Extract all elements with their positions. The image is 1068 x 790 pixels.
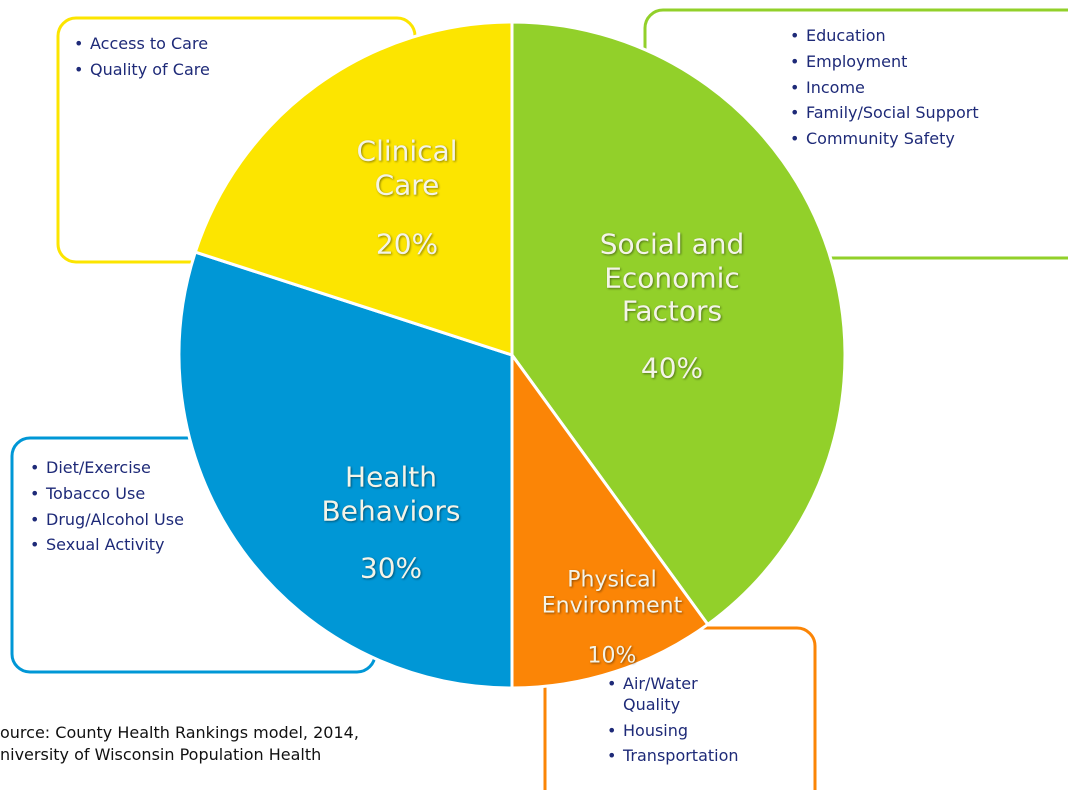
detail-item: Education	[790, 26, 1050, 47]
detail-item: Quality of Care	[74, 60, 294, 81]
slice-label: Social and Economic Factors	[599, 227, 745, 328]
detail-item: Diet/Exercise	[30, 458, 230, 479]
detail-list: Air/Water Quality Housing Transportation	[607, 674, 739, 772]
slice-label: Clinical Care	[356, 134, 458, 201]
value-label: 10%	[587, 643, 637, 669]
value-label: 30%	[359, 551, 423, 585]
detail-item: Air/Water Quality	[607, 674, 727, 716]
detail-item: Access to Care	[74, 34, 294, 55]
value-label: 40%	[640, 351, 704, 385]
value-label: 20%	[375, 227, 439, 261]
detail-item: Drug/Alcohol Use	[30, 510, 230, 531]
detail-item: Housing	[607, 721, 727, 742]
source-note: ource: County Health Rankings model, 201…	[0, 722, 359, 767]
detail-list: Education Employment Income Family/Social S…	[790, 26, 1050, 155]
detail-item: Family/Social Support	[790, 103, 1050, 124]
pie-slice	[177, 250, 514, 690]
detail-item: Community Safety	[790, 129, 1050, 150]
slice-label: Health Behaviors	[321, 460, 461, 527]
detail-item: Income	[790, 78, 1050, 99]
detail-list: Diet/Exercise Tobacco Use Drug/Alcohol Use…	[30, 458, 230, 561]
detail-item: Employment	[790, 52, 1050, 73]
source-line: ource: County Health Rankings model, 201…	[0, 723, 359, 742]
source-line: niversity of Wisconsin Population Health	[0, 745, 322, 765]
slice-label: Physical Environment	[541, 567, 683, 619]
detail-item: Tobacco Use	[30, 484, 230, 505]
detail-item: Transportation	[607, 746, 739, 767]
pie-slice	[510, 20, 847, 627]
pie-slice	[193, 20, 514, 358]
detail-list: Access to Care Quality of Care	[74, 34, 294, 86]
pie-slice	[510, 350, 710, 690]
detail-item: Sexual Activity	[30, 535, 230, 556]
